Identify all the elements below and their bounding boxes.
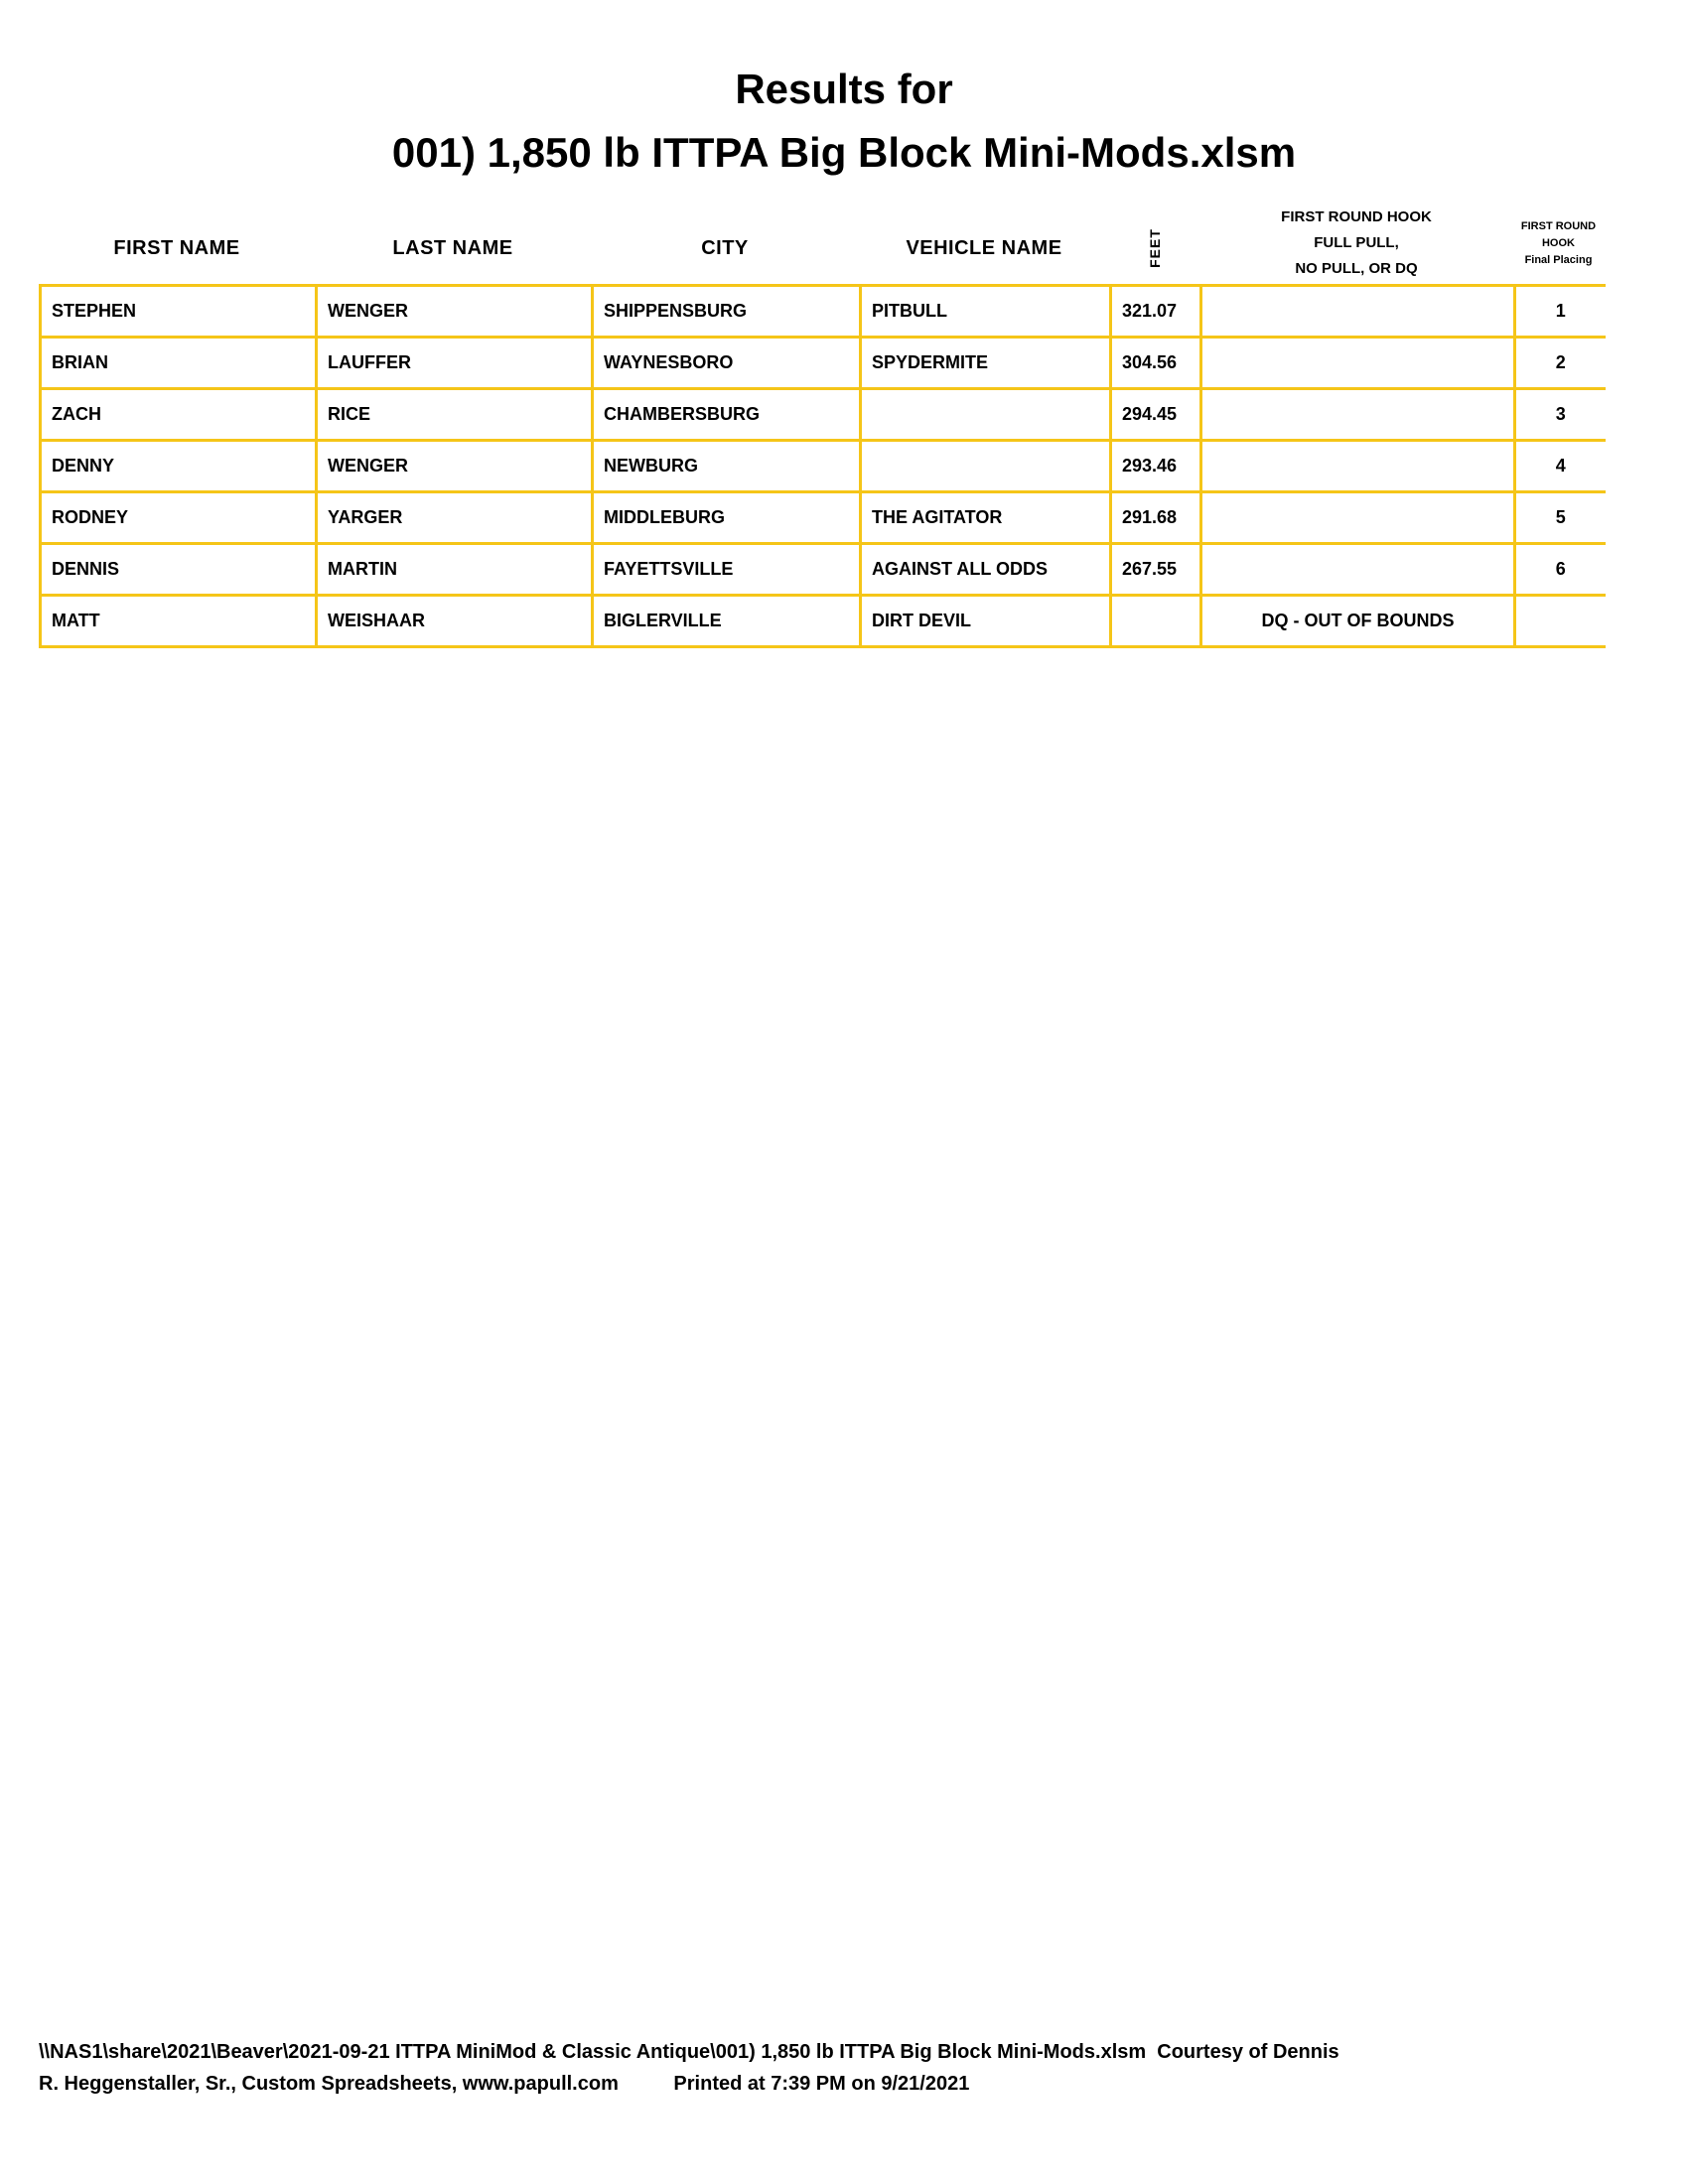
title-line-1: Results for <box>735 66 953 112</box>
cell-feet <box>1109 594 1201 648</box>
cell-final-placing: 5 <box>1513 490 1606 545</box>
cell-hook-status <box>1199 284 1515 339</box>
cell-final-placing: 6 <box>1513 542 1606 597</box>
cell-final-placing <box>1513 594 1606 648</box>
cell-first-name: DENNY <box>39 439 317 493</box>
cell-last-name: WEISHAAR <box>315 594 593 648</box>
header-last-name: LAST NAME <box>392 236 513 259</box>
cell-final-placing: 3 <box>1513 387 1606 442</box>
header-place-line3: Final Placing <box>1524 253 1593 266</box>
cell-feet: 291.68 <box>1109 490 1201 545</box>
title-line-2: 001) 1,850 lb ITTPA Big Block Mini-Mods.… <box>391 129 1297 176</box>
cell-feet: 294.45 <box>1109 387 1201 442</box>
cell-city: BIGLERVILLE <box>591 594 861 648</box>
cell-vehicle-name: SPYDERMITE <box>859 336 1111 390</box>
cell-feet: 321.07 <box>1109 284 1201 339</box>
cell-city: SHIPPENSBURG <box>591 284 861 339</box>
cell-vehicle-name <box>859 387 1111 442</box>
cell-first-name: DENNIS <box>39 542 317 597</box>
header-hook-status: FIRST ROUND HOOK FULL PULL, NO PULL, OR … <box>1199 204 1513 283</box>
cell-first-name: RODNEY <box>39 490 317 545</box>
cell-vehicle-name: DIRT DEVIL <box>859 594 1111 648</box>
cell-final-placing: 4 <box>1513 439 1606 493</box>
header-hook-line1: FIRST ROUND HOOK <box>1281 208 1432 225</box>
table-row: RODNEY YARGER MIDDLEBURG THE AGITATOR 291.68… <box>39 490 1606 545</box>
header-feet-label: FEET <box>1146 228 1163 268</box>
cell-hook-status <box>1199 439 1515 493</box>
header-first-name: FIRST NAME <box>113 236 240 259</box>
cell-last-name: RICE <box>315 387 593 442</box>
header-final-placing: FIRST ROUND HOOK Final Placing <box>1513 208 1604 278</box>
header-vehicle-name: VEHICLE NAME <box>906 236 1062 259</box>
footer-path: \\NAS1\share\2021\Beaver\2021-09-21 ITTP… <box>39 2041 1339 2063</box>
table-row: DENNIS MARTIN FAYETTSVILLE AGAINST ALL ODDS… <box>39 542 1606 597</box>
footer-credits: R. Heggenstaller, Sr., Custom Spreadshee… <box>39 2073 970 2095</box>
cell-last-name: MARTIN <box>315 542 593 597</box>
cell-hook-status <box>1199 387 1515 442</box>
cell-hook-status <box>1199 542 1515 597</box>
cell-city: CHAMBERSBURG <box>591 387 861 442</box>
cell-city: MIDDLEBURG <box>591 490 861 545</box>
cell-last-name: WENGER <box>315 439 593 493</box>
cell-final-placing: 1 <box>1513 284 1606 339</box>
cell-last-name: LAUFFER <box>315 336 593 390</box>
header-city: CITY <box>701 236 749 259</box>
table-row: MATT WEISHAAR BIGLERVILLE DIRT DEVIL DQ - OU… <box>39 594 1606 648</box>
cell-last-name: YARGER <box>315 490 593 545</box>
cell-feet: 304.56 <box>1109 336 1201 390</box>
cell-first-name: ZACH <box>39 387 317 442</box>
table-row: STEPHEN WENGER SHIPPENSBURG PITBULL 321.07 1 <box>39 284 1606 339</box>
table-row: DENNY WENGER NEWBURG 293.46 4 <box>39 439 1606 493</box>
table-row: BRIAN LAUFFER WAYNESBORO SPYDERMITE 304.56 2 <box>39 336 1606 390</box>
cell-first-name: BRIAN <box>39 336 317 390</box>
header-feet: FEET <box>1109 213 1199 283</box>
header-place-line1: FIRST ROUND <box>1520 219 1597 232</box>
table-row: ZACH RICE CHAMBERSBURG 294.45 3 <box>39 387 1606 442</box>
cell-feet: 267.55 <box>1109 542 1201 597</box>
cell-last-name: WENGER <box>315 284 593 339</box>
cell-city: NEWBURG <box>591 439 861 493</box>
cell-vehicle-name: THE AGITATOR <box>859 490 1111 545</box>
cell-vehicle-name: AGAINST ALL ODDS <box>859 542 1111 597</box>
results-table: STEPHEN WENGER SHIPPENSBURG PITBULL 321.07 1 B… <box>39 284 1606 648</box>
cell-city: FAYETTSVILLE <box>591 542 861 597</box>
cell-first-name: MATT <box>39 594 317 648</box>
cell-hook-status <box>1199 490 1515 545</box>
cell-vehicle-name <box>859 439 1111 493</box>
cell-final-placing: 2 <box>1513 336 1606 390</box>
cell-vehicle-name: PITBULL <box>859 284 1111 339</box>
cell-feet: 293.46 <box>1109 439 1201 493</box>
header-hook-line3: NO PULL, OR DQ <box>1295 260 1418 277</box>
header-hook-line2: FULL PULL, <box>1314 234 1399 251</box>
cell-city: WAYNESBORO <box>591 336 861 390</box>
cell-hook-status: DQ - OUT OF BOUNDS <box>1199 594 1515 648</box>
cell-hook-status <box>1199 336 1515 390</box>
cell-first-name: STEPHEN <box>39 284 317 339</box>
header-place-line2: HOOK <box>1541 236 1575 249</box>
